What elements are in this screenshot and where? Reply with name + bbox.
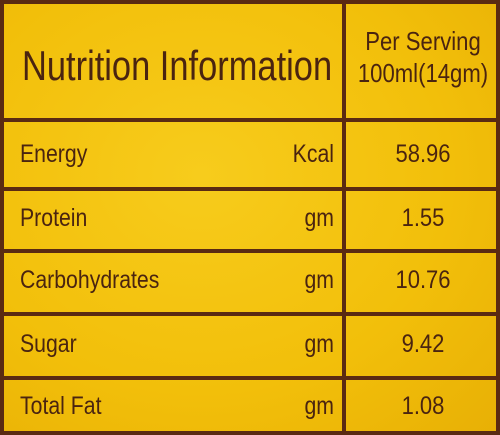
nutrient-name: Total Fat [20, 392, 102, 420]
serving-label: Per Serving [365, 26, 481, 56]
row-divider [4, 187, 496, 191]
nutrient-value: 10.76 [395, 266, 451, 294]
nutrient-unit: gm [304, 392, 334, 420]
nutrient-name: Energy [20, 140, 88, 168]
row-divider [4, 312, 496, 316]
title: Nutrition Information [22, 42, 333, 89]
nutrient-value: 1.08 [401, 392, 445, 420]
nutrient-value: 1.55 [401, 204, 445, 232]
nutrient-value: 9.42 [401, 330, 445, 358]
nutrient-value: 58.96 [395, 140, 451, 168]
row-divider [4, 376, 496, 380]
serving-size: 100ml(14gm) [357, 58, 489, 88]
nutrient-unit: gm [304, 266, 334, 294]
column-divider [342, 4, 346, 431]
row-divider [4, 118, 496, 122]
nutrient-unit: gm [304, 330, 334, 358]
nutrient-name: Protein [20, 204, 88, 232]
nutrient-name: Carbohydrates [20, 266, 160, 294]
nutrient-unit: Kcal [292, 140, 334, 168]
row-divider [4, 249, 496, 253]
nutrient-unit: gm [304, 204, 334, 232]
nutrient-name: Sugar [20, 330, 77, 358]
